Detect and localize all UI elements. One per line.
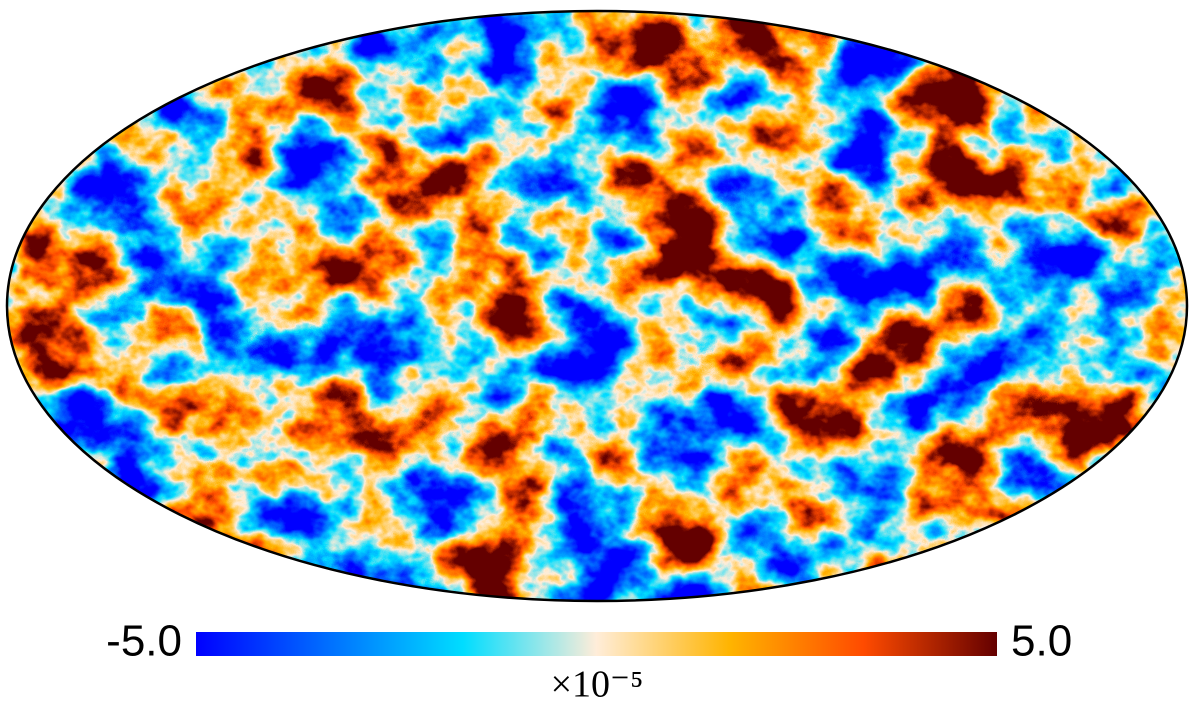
sky-map [7,11,1187,601]
colorbar [196,632,997,656]
colorbar-unit: ×10⁻⁵ [551,664,644,706]
temperature-field [7,11,1187,601]
map-outline [5,9,1189,603]
colorbar-tick-label: 5.0 [1011,617,1072,666]
colorbar-tick-label: -5.0 [106,617,182,666]
